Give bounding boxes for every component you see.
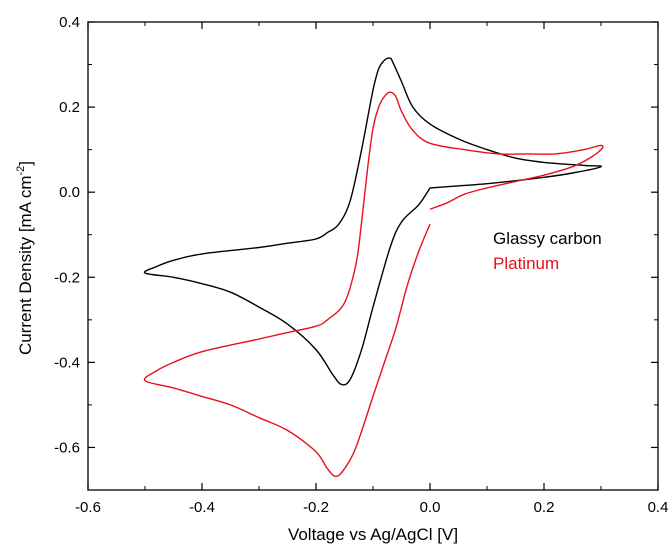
y-tick-label: -0.4 <box>54 354 80 371</box>
y-axis-title-close: ] <box>16 161 35 166</box>
legend-label-platinum: Platinum <box>493 254 559 273</box>
y-axis-title-superscript: -2 <box>15 166 27 176</box>
x-tick-label: -0.4 <box>189 499 215 516</box>
y-axis-title: Current Density [mA cm-2] <box>15 161 35 355</box>
y-tick-label: -0.2 <box>54 269 80 286</box>
series-line-glassy-carbon <box>143 57 602 386</box>
y-tick-label: -0.6 <box>54 439 80 456</box>
y-tick-label: 0.4 <box>59 14 80 31</box>
y-axis-title-main: Current Density [mA cm <box>16 176 35 356</box>
x-tick-label: 0.4 <box>648 499 669 516</box>
x-tick-label: -0.2 <box>303 499 329 516</box>
x-axis-title: Voltage vs Ag/AgCl [V] <box>288 525 458 544</box>
x-tick-label: 0.2 <box>534 499 555 516</box>
y-tick-label: 0.2 <box>59 99 80 116</box>
series-line-platinum <box>143 91 604 478</box>
y-tick-label: 0.0 <box>59 184 80 201</box>
legend-label-glassy-carbon: Glassy carbon <box>493 229 602 248</box>
legend: Glassy carbon Platinum <box>493 229 602 273</box>
x-tick-label: -0.6 <box>75 499 101 516</box>
x-tick-label: 0.0 <box>420 499 441 516</box>
